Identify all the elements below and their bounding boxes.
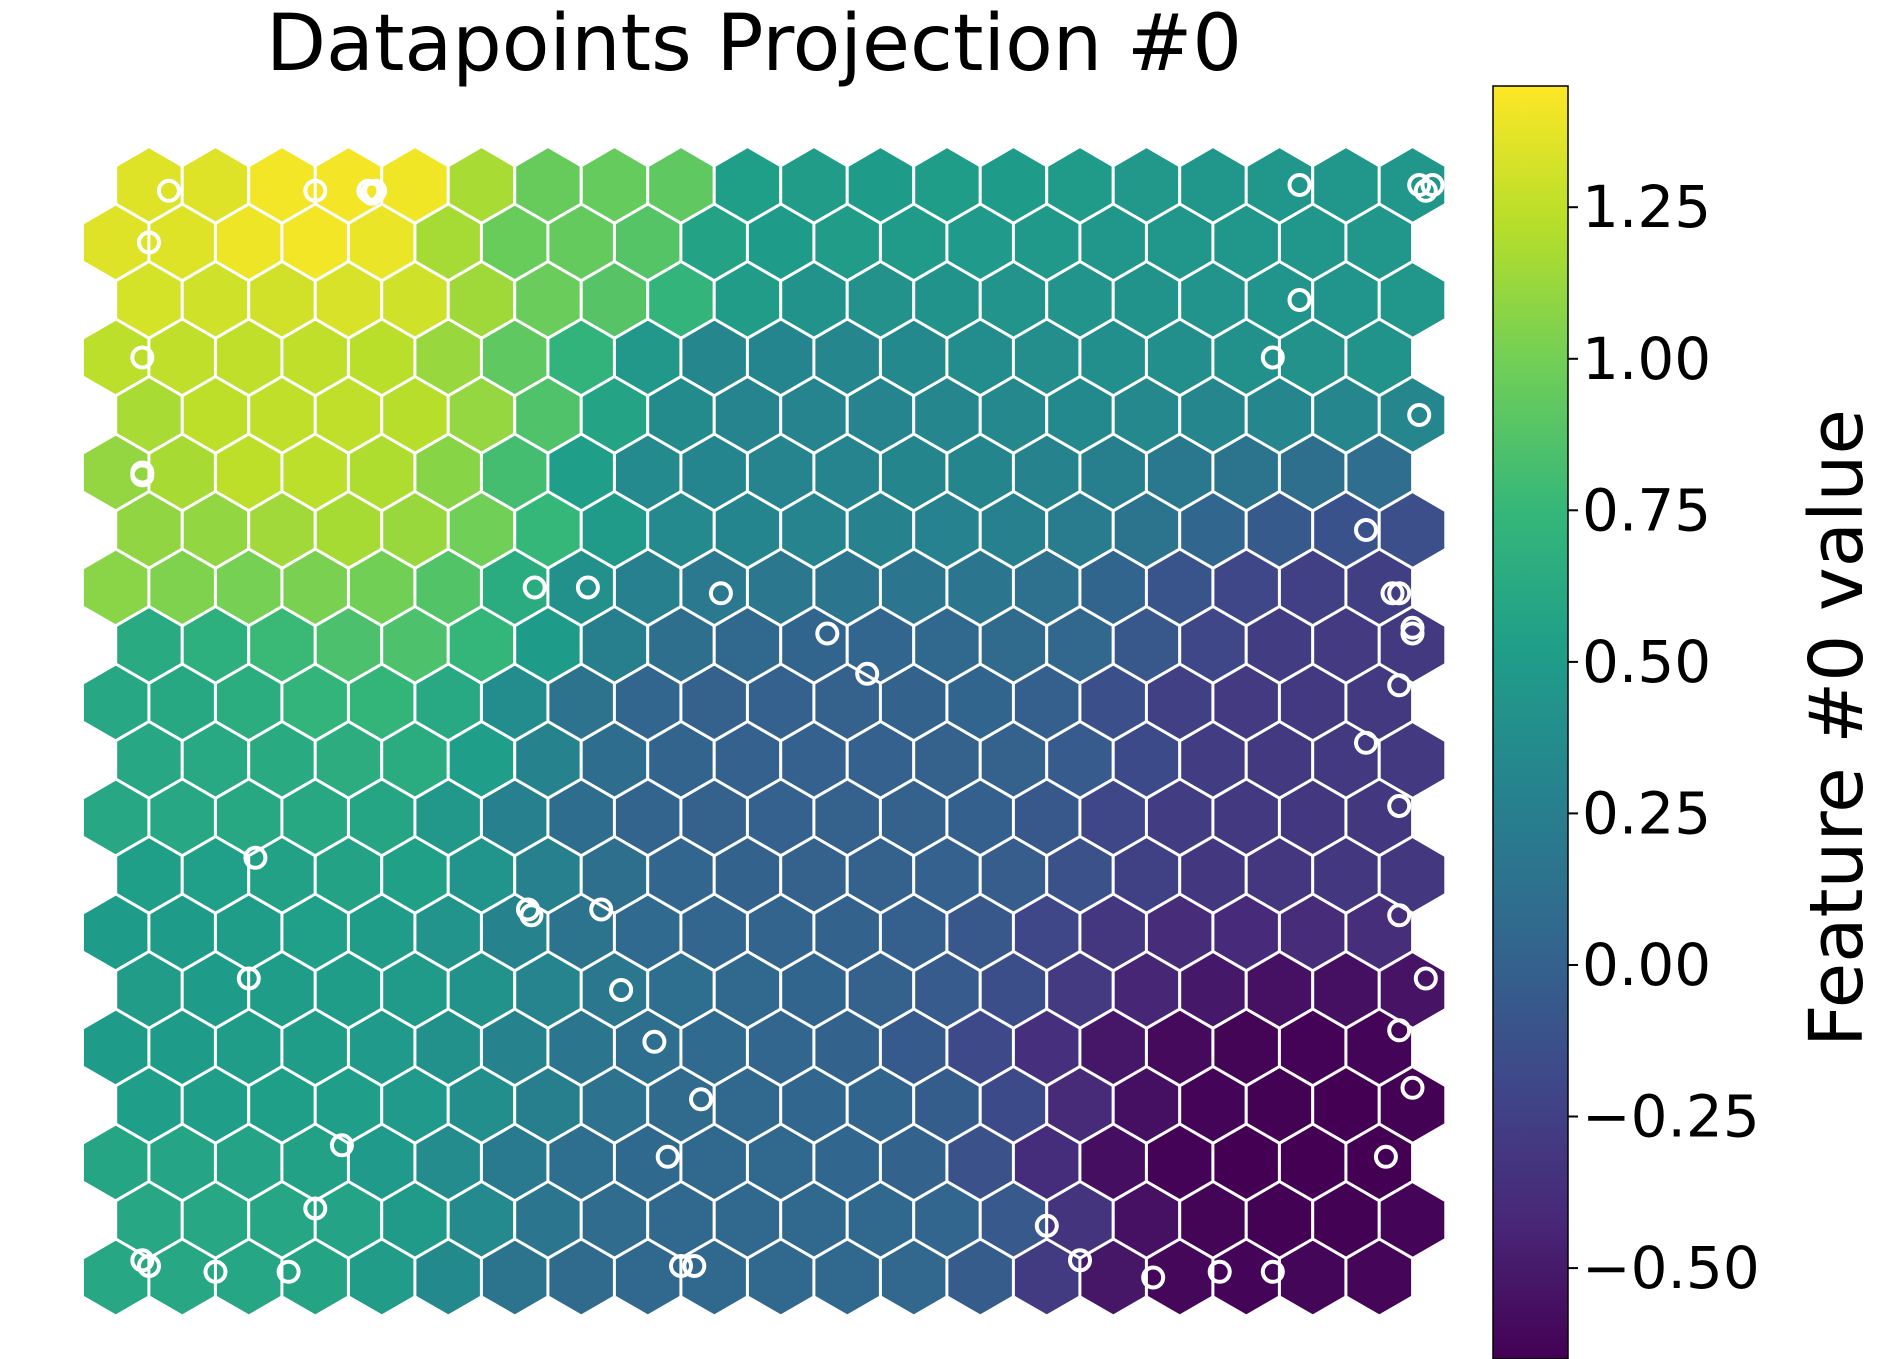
datapoint-marker: [642, 1029, 667, 1054]
datapoint-marker: [1287, 288, 1312, 312]
datapoint-marker: [356, 178, 381, 203]
datapoint-marker: [1407, 403, 1432, 427]
datapoint-marker: [1420, 173, 1445, 197]
colorbar-label: Feature #0 value: [1794, 409, 1880, 1047]
colorbar-ticks: −0.50 −0.25 0.00 0.25 0.50 0.75 1.00 1.25: [1568, 173, 1760, 1302]
hex-grid: [80, 144, 1448, 1318]
datapoint-marker: [156, 178, 181, 203]
colorbar: [1492, 85, 1569, 1359]
datapoint-marker: [243, 845, 268, 870]
datapoint-marker: [1387, 903, 1412, 928]
colorbar-tick-label: 1.00: [1582, 325, 1711, 393]
datapoint-marker: [1387, 1018, 1412, 1043]
datapoint-marker: [609, 978, 634, 1002]
datapoint-marker: [1387, 794, 1412, 818]
datapoint-marker: [130, 463, 155, 488]
datapoint-marker: [522, 575, 547, 600]
datapoint-marker: [276, 1259, 301, 1284]
datapoint-marker: [1260, 345, 1285, 370]
datapoint-marker: [708, 581, 733, 606]
datapoint-marker: [1354, 518, 1378, 542]
datapoint-marker: [682, 1254, 707, 1278]
datapoint-marker: [575, 575, 600, 600]
chart-title: Datapoints Projection #0: [266, 0, 1242, 89]
datapoint-marker: [1380, 581, 1405, 606]
datapoint-marker: [855, 661, 880, 686]
datapoint-marker: [1373, 1144, 1398, 1169]
datapoint-marker: [1413, 966, 1438, 991]
hex-cell: [1344, 1237, 1415, 1318]
datapoint-marker: [137, 1254, 161, 1278]
datapoint-marker: [1387, 581, 1412, 606]
datapoint-marker: [130, 345, 155, 370]
datapoint-marker: [303, 178, 328, 203]
datapoint-marker: [519, 903, 544, 928]
colorbar-tick-label: 1.25: [1582, 173, 1711, 241]
datapoint-marker: [363, 178, 388, 203]
datapoint-markers: [130, 173, 1445, 1290]
datapoint-marker: [1287, 173, 1312, 197]
datapoint-marker: [236, 966, 261, 991]
datapoint-marker: [130, 1248, 155, 1273]
datapoint-marker: [1413, 178, 1438, 203]
datapoint-marker: [589, 897, 614, 922]
datapoint-marker: [689, 1087, 713, 1112]
colorbar-tick-label: −0.25: [1582, 1083, 1760, 1151]
datapoint-marker: [303, 1196, 328, 1221]
datapoint-marker: [1400, 621, 1425, 646]
datapoint-marker: [359, 181, 384, 206]
datapoint-marker: [655, 1144, 680, 1169]
datapoint-marker: [1034, 1213, 1059, 1238]
colorbar-tick-label: −0.50: [1582, 1234, 1760, 1302]
colorbar-tick-label: 0.25: [1582, 779, 1711, 847]
datapoint-marker: [1141, 1265, 1166, 1290]
colorbar-tick-label: 0.00: [1582, 931, 1711, 999]
colorbar-tick-label: 0.75: [1582, 476, 1711, 544]
datapoint-marker: [1354, 730, 1378, 755]
datapoint-marker: [1387, 673, 1412, 698]
datapoint-marker: [1260, 1259, 1285, 1284]
datapoint-marker: [1207, 1259, 1232, 1284]
datapoint-marker: [1400, 1075, 1425, 1100]
datapoint-marker: [137, 230, 161, 255]
datapoint-marker: [815, 621, 840, 646]
datapoint-marker: [1407, 173, 1432, 197]
datapoint-marker: [669, 1254, 693, 1278]
datapoint-marker: [329, 1133, 354, 1158]
datapoint-marker: [203, 1259, 228, 1284]
colorbar-tick-label: 0.50: [1582, 628, 1711, 696]
datapoint-marker: [1068, 1248, 1092, 1273]
